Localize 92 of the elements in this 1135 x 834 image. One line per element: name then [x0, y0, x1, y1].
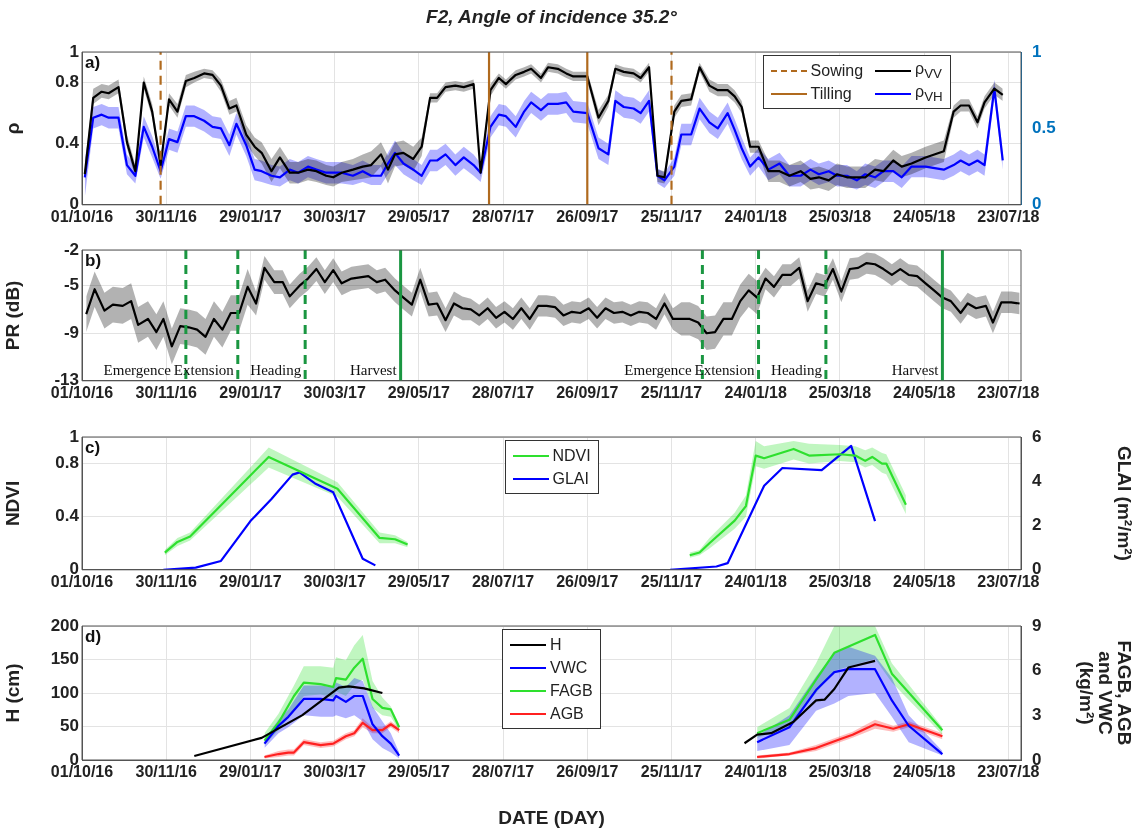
x-tick-label: 30/11/16 — [135, 383, 198, 401]
annotation: d) — [85, 627, 102, 647]
y-tick-label: 0.8 — [55, 72, 79, 92]
legend-label: NDVI — [552, 446, 591, 465]
y-tick-label: 1 — [69, 41, 79, 61]
y2-tick-label: 3 — [1032, 705, 1042, 725]
x-tick-label: 26/09/17 — [556, 383, 619, 401]
x-tick-label: 30/11/16 — [135, 572, 198, 590]
y-tick-label: 150 — [50, 649, 79, 669]
y-tick-label: 1 — [69, 426, 79, 446]
x-tick-label: 29/05/17 — [387, 207, 451, 225]
x-tick-label: 24/05/18 — [893, 572, 956, 590]
legend-label: GLAI — [552, 469, 589, 488]
x-tick-label: 30/03/17 — [303, 207, 366, 225]
legend-label: FAGB — [550, 681, 593, 700]
y2-tick-label: 1 — [1032, 41, 1042, 61]
x-tick-label: 25/11/17 — [640, 383, 703, 401]
x-tick-label: 29/05/17 — [387, 763, 451, 781]
x-tick-label: 25/03/18 — [808, 207, 872, 225]
x-tick-label: 24/01/18 — [724, 207, 787, 225]
y2-tick-label: 0.5 — [1032, 118, 1056, 138]
y-tick-label: 0.4 — [55, 506, 80, 526]
y2-axis-title: GLAI (m²/m²) — [1114, 445, 1135, 561]
x-tick-label: 30/03/17 — [303, 572, 366, 590]
x-tick-label: 29/05/17 — [387, 572, 451, 590]
y2-tick-label: 6 — [1032, 660, 1042, 680]
chart-title: F2, Angle of incidence 35.2° — [425, 6, 678, 28]
x-tick-label: 25/03/18 — [808, 763, 872, 781]
legend-label: AGB — [550, 704, 584, 723]
y2-axis-title: FAGB, AGB and VWC (kg/m²) — [1076, 640, 1135, 746]
y-tick-label: 0.8 — [55, 453, 79, 473]
y-tick-label: 50 — [60, 716, 79, 736]
x-tick-label: 29/05/17 — [387, 383, 451, 401]
annotation: c) — [85, 438, 101, 458]
x-tick-label: 24/05/18 — [893, 207, 956, 225]
x-tick-label: 30/11/16 — [135, 207, 198, 225]
legend-label: VWC — [550, 658, 588, 677]
x-tick-label: 29/01/17 — [219, 383, 282, 401]
ref-line-label: Harvest — [891, 362, 940, 379]
x-tick-label: 24/05/18 — [893, 383, 956, 401]
ref-line-label: Heading — [771, 362, 823, 379]
x-tick-label: 28/07/17 — [471, 763, 535, 781]
y2-tick-label: 9 — [1032, 615, 1042, 635]
y-tick-label: -2 — [63, 239, 79, 259]
legend-label: ρ$_{VV}$ — [915, 59, 942, 82]
x-tick-label: 24/01/18 — [724, 383, 787, 401]
ref-line-label: Extension — [694, 362, 756, 379]
x-tick-label: 29/01/17 — [219, 207, 282, 225]
x-tick-label: 28/07/17 — [471, 207, 535, 225]
annotation: a) — [85, 53, 101, 73]
y-axis-title: PR (dB) — [1, 280, 23, 351]
x-axis-title: DATE (DAY) — [498, 806, 605, 828]
x-tick-label: 25/03/18 — [808, 572, 872, 590]
ref-line-label: Emergence — [103, 362, 172, 379]
x-tick-label: 25/03/18 — [808, 383, 872, 401]
y-tick-label: -9 — [63, 322, 79, 342]
x-tick-label: 26/09/17 — [556, 207, 619, 225]
x-tick-label: 26/09/17 — [556, 763, 619, 781]
x-tick-label: 24/05/18 — [893, 763, 956, 781]
annotation: b) — [85, 251, 102, 271]
x-tick-label: 23/07/18 — [977, 383, 1040, 401]
ref-line-label: Harvest — [349, 362, 398, 379]
x-tick-label: 25/11/17 — [640, 763, 703, 781]
x-tick-label: 25/11/17 — [640, 572, 703, 590]
x-tick-label: 25/11/17 — [640, 207, 703, 225]
legend-label: Sowing — [810, 61, 864, 80]
y-tick-label: 0.4 — [55, 133, 80, 153]
x-tick-label: 29/01/17 — [219, 572, 282, 590]
y2-tick-label: 2 — [1032, 515, 1042, 535]
y-tick-label: -5 — [63, 275, 79, 295]
x-tick-label: 26/09/17 — [556, 572, 619, 590]
x-tick-label: 24/01/18 — [724, 763, 787, 781]
legend-label: Tilling — [810, 84, 852, 103]
legend-label: ρ$_{VH}$ — [915, 82, 943, 105]
ref-line-label: Emergence — [624, 362, 692, 379]
legend-label: H — [550, 635, 562, 654]
ref-line-label: Extension — [173, 362, 235, 379]
y-axis-title: ρ — [1, 122, 23, 135]
x-tick-label: 28/07/17 — [471, 572, 535, 590]
y-axis-title: NDVI — [1, 480, 23, 527]
y-tick-label: 200 — [50, 615, 79, 635]
x-tick-label: 30/11/16 — [135, 763, 198, 781]
y-tick-label: 100 — [50, 682, 79, 702]
x-tick-label: 24/01/18 — [724, 572, 787, 590]
y2-tick-label: 4 — [1032, 470, 1042, 490]
x-tick-label: 29/01/17 — [219, 763, 282, 781]
ref-line-label: Heading — [250, 362, 302, 379]
x-tick-label: 28/07/17 — [471, 383, 535, 401]
x-tick-label: 30/03/17 — [303, 763, 366, 781]
y2-tick-label: 6 — [1032, 426, 1042, 446]
y-axis-title: H (cm) — [1, 663, 23, 723]
x-tick-label: 30/03/17 — [303, 383, 366, 401]
